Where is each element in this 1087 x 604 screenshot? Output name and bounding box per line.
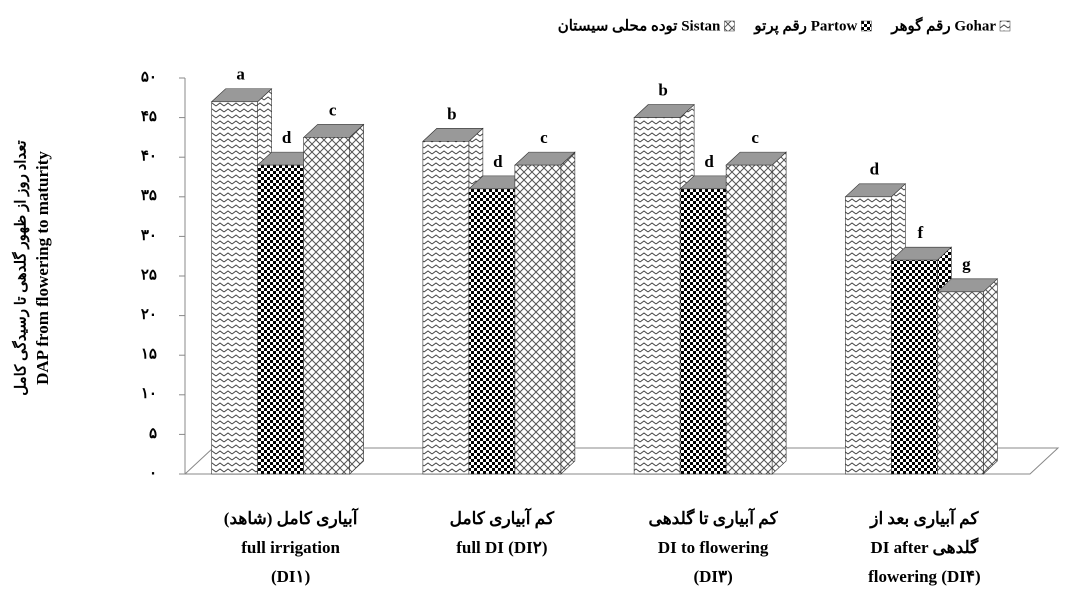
x-tick-label: full DI (DI۲): [456, 538, 547, 557]
data-label: a: [236, 65, 245, 84]
x-tick-label: DI to flowering: [658, 538, 769, 557]
data-label: g: [962, 255, 971, 274]
legend-swatch: [724, 20, 735, 32]
legend-label: رقم پرتو Partow: [753, 18, 857, 35]
y-axis-label: DAP from flowering to maturity: [33, 151, 52, 385]
bar: [633, 117, 681, 475]
y-tick-label: ۴۵: [141, 109, 157, 125]
bar: [257, 164, 304, 475]
y-tick-label: ۱۰: [141, 386, 157, 402]
data-label: d: [704, 152, 714, 171]
bar: [303, 137, 350, 475]
data-label: b: [447, 104, 456, 123]
x-tick-label: full irrigation: [241, 538, 340, 557]
x-tick-label: کم آبیاری بعد از: [868, 507, 979, 529]
bar: [679, 188, 727, 475]
y-tick-label: ۳۰: [141, 228, 157, 244]
x-tick-label: DI after گلدهی: [870, 537, 979, 557]
bar: [468, 188, 516, 475]
legend-swatch: [861, 20, 872, 32]
bar: [211, 101, 258, 475]
y-tick-label: ۵۰: [141, 69, 157, 85]
x-tick-label: آبیاری کامل (شاهد): [224, 507, 359, 529]
data-label: b: [658, 81, 667, 100]
y-tick-label: ۵: [149, 426, 157, 442]
x-tick-label: کم آبیاری کامل: [450, 507, 555, 529]
y-tick-label: ۲۵: [141, 267, 157, 283]
bar: [725, 164, 773, 475]
x-tick-label: (DI۳): [693, 567, 732, 586]
x-tick-label: flowering (DI۴): [868, 567, 981, 586]
data-label: f: [918, 223, 924, 242]
y-tick-label: ۲۰: [141, 307, 157, 323]
data-label: d: [282, 128, 292, 147]
y-tick-label: ۰: [149, 465, 157, 481]
y-axis-label: تعداد روز از ظهور گلدهی تا رسیدگی کامل: [11, 140, 29, 395]
bar: [422, 141, 470, 475]
bar: [937, 291, 984, 475]
x-tick-label: (DI۱): [271, 567, 310, 586]
bar-side: [349, 123, 364, 475]
y-tick-label: ۴۰: [141, 149, 157, 165]
y-tick-label: ۳۵: [141, 188, 157, 204]
bar-side: [983, 278, 998, 475]
y-tick-label: ۱۵: [141, 347, 157, 363]
x-tick-label: کم آبیاری تا گلدهی: [649, 507, 779, 529]
legend-label: رقم گوهر Gohar: [890, 16, 996, 34]
bar: [845, 196, 892, 475]
bar: [891, 259, 938, 475]
legend-label: توده محلی سیستان Sistan: [558, 18, 721, 34]
bar: [514, 164, 562, 475]
bar-side: [560, 151, 576, 475]
data-label: d: [493, 152, 503, 171]
bar-side: [771, 151, 787, 475]
data-label: d: [870, 160, 880, 179]
data-label: c: [540, 128, 548, 147]
data-label: c: [751, 128, 759, 147]
data-label: c: [329, 100, 337, 119]
legend-swatch: [999, 20, 1011, 32]
